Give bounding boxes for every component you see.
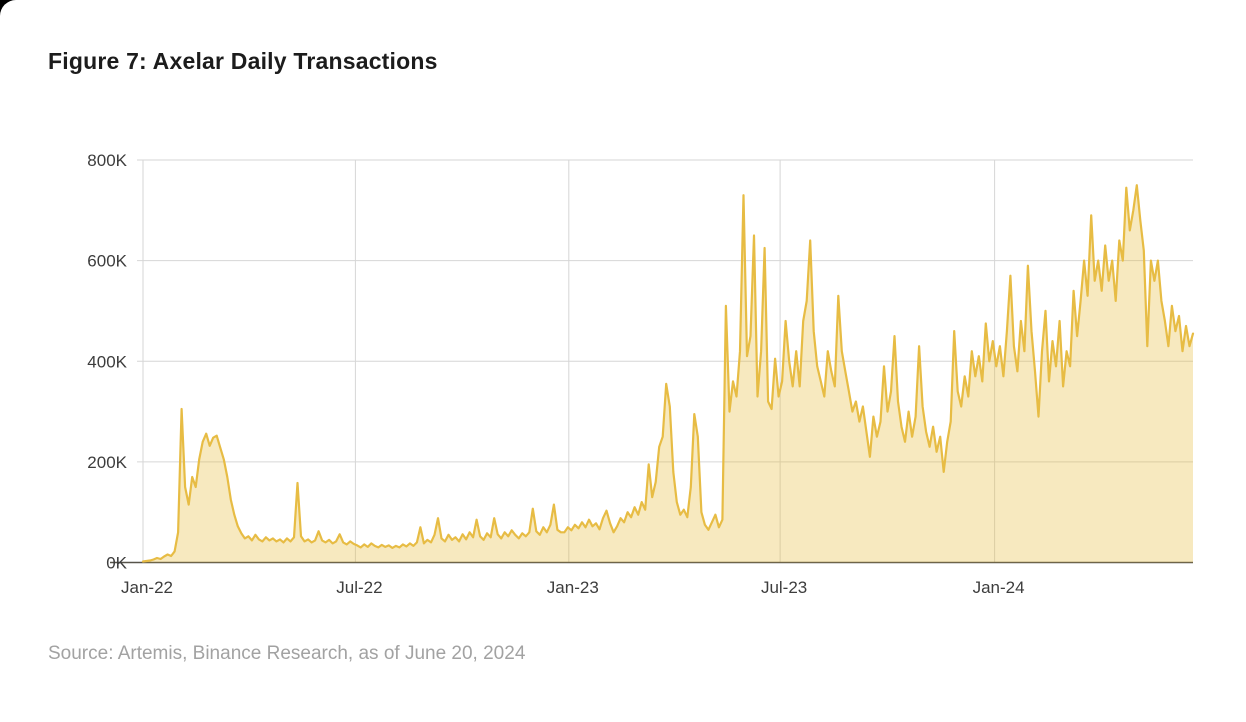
area-fill: [143, 185, 1193, 563]
x-axis-tick-label: Jan-23: [547, 578, 599, 597]
x-axis-tick-label: Jul-23: [761, 578, 807, 597]
x-axis-tick-label: Jan-24: [973, 578, 1025, 597]
x-axis-tick-label: Jan-22: [121, 578, 173, 597]
y-axis-tick-label: 800K: [87, 151, 127, 170]
y-axis-tick-label: 200K: [87, 453, 127, 472]
figure-source: Source: Artemis, Binance Research, as of…: [48, 643, 526, 664]
x-axis-tick-label: Jul-22: [336, 578, 382, 597]
figure-title: Figure 7: Axelar Daily Transactions: [48, 48, 438, 74]
y-axis-tick-label: 600K: [87, 252, 127, 271]
trend-line: [141, 184, 1195, 563]
y-axis-tick-label: 400K: [87, 352, 127, 371]
y-axis-tick-label: 0K: [106, 554, 127, 573]
